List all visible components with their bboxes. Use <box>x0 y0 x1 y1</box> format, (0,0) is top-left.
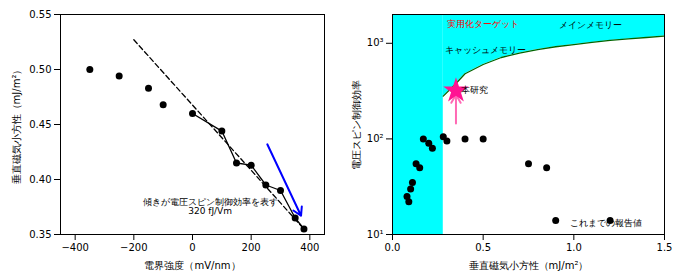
svg-text:メインメモリー: メインメモリー <box>559 20 622 30</box>
svg-text:0.40: 0.40 <box>29 174 51 185</box>
svg-text:垂直磁気小方性（mJ/m²）: 垂直磁気小方性（mJ/m²） <box>11 65 22 185</box>
svg-text:0.45: 0.45 <box>29 119 51 130</box>
svg-text:−200: −200 <box>120 242 147 253</box>
svg-text:これまでの報告値: これまでの報告値 <box>570 218 642 228</box>
svg-text:0.5: 0.5 <box>475 242 491 253</box>
svg-text:0.35: 0.35 <box>29 229 51 240</box>
svg-text:垂直磁気小方性（mJ/m²）: 垂直磁気小方性（mJ/m²） <box>469 260 589 271</box>
svg-text:400: 400 <box>300 242 319 253</box>
svg-text:実用化ターゲット: 実用化ターゲット <box>447 19 519 29</box>
svg-text:傾きが電圧スピン制御効率を表す320 fJ/Vm: 傾きが電圧スピン制御効率を表す320 fJ/Vm <box>143 197 278 216</box>
svg-text:0.50: 0.50 <box>29 64 51 75</box>
svg-text:1.5: 1.5 <box>657 242 673 253</box>
svg-text:電圧スピン制御効率: 電圧スピン制御効率 <box>351 80 362 170</box>
svg-text:0.0: 0.0 <box>385 242 401 253</box>
svg-text:0.55: 0.55 <box>29 9 51 20</box>
svg-text:200: 200 <box>242 242 261 253</box>
svg-text:1.0: 1.0 <box>566 242 582 253</box>
svg-text:10³: 10³ <box>367 37 384 48</box>
svg-text:電界強度（mV/nm）: 電界強度（mV/nm） <box>144 260 240 271</box>
svg-text:本研究: 本研究 <box>461 85 488 95</box>
svg-text:0: 0 <box>189 242 195 253</box>
svg-text:10¹: 10¹ <box>367 229 384 240</box>
svg-text:−400: −400 <box>61 242 88 253</box>
svg-text:キャッシュメモリー: キャッシュメモリー <box>445 45 526 55</box>
svg-text:10²: 10² <box>367 133 384 144</box>
